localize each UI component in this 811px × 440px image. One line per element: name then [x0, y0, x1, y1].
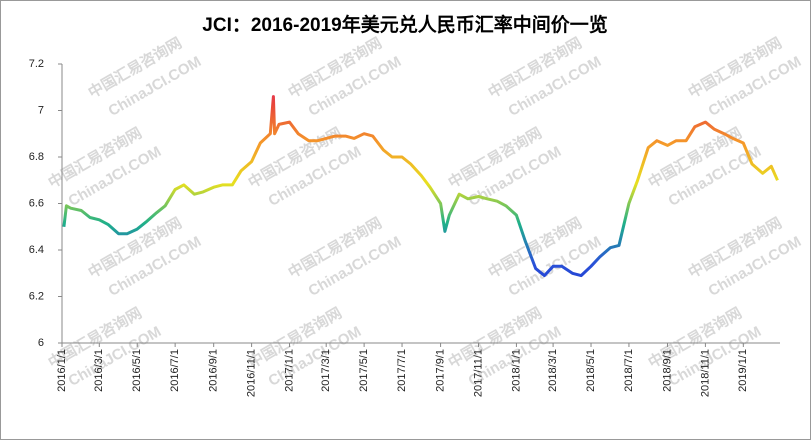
x-tick-label: 2019/1/1: [737, 349, 749, 392]
x-tick-label: 2016/3/1: [93, 349, 105, 392]
y-tick-label: 6.6: [29, 197, 44, 209]
y-tick-label: 7.2: [29, 58, 44, 70]
x-tick-label: 2018/3/1: [547, 349, 559, 392]
x-tick-label: 2018/1/1: [510, 349, 522, 392]
x-tick-label: 2017/9/1: [434, 349, 446, 392]
y-tick-label: 6: [38, 337, 44, 349]
x-tick-label: 2018/7/1: [623, 349, 635, 392]
x-tick-label: 2017/1/1: [283, 349, 295, 392]
x-tick-label: 2018/11/1: [699, 349, 711, 397]
x-tick-label: 2017/11/1: [472, 349, 484, 397]
rate-line: [62, 95, 779, 278]
y-tick-label: 6.8: [29, 151, 44, 163]
x-tick-label: 2017/5/1: [358, 349, 370, 392]
x-tick-label: 2017/7/1: [396, 349, 408, 392]
x-tick-label: 2017/3/1: [320, 349, 332, 392]
x-tick-label: 2016/1/1: [56, 349, 68, 392]
x-tick-label: 2016/7/1: [169, 349, 181, 392]
x-tick-label: 2016/5/1: [131, 349, 143, 392]
y-tick-label: 6.4: [29, 244, 44, 256]
x-tick-label: 2016/11/1: [246, 349, 258, 397]
x-tick-label: 2016/9/1: [208, 349, 220, 392]
x-tick-label: 2018/9/1: [661, 349, 673, 392]
x-tick-label: 2018/5/1: [585, 349, 597, 392]
y-tick-label: 6.2: [29, 290, 44, 302]
chart-title: JCI：2016-2019年美元兑人民币汇率中间价一览: [202, 13, 607, 36]
y-tick-label: 7: [38, 104, 44, 116]
